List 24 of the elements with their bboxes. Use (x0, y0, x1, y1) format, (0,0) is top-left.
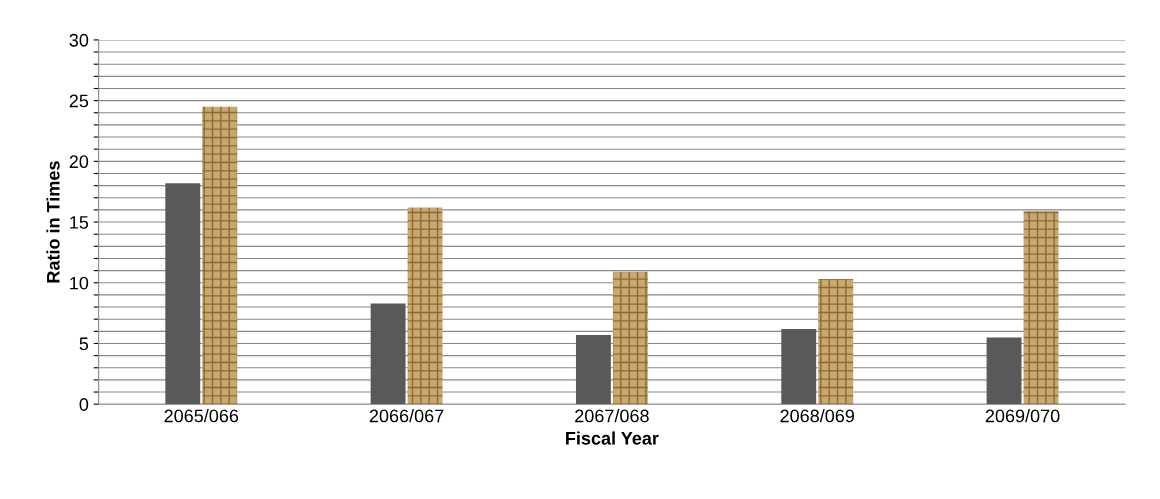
x-tick-label: 2066/067 (369, 409, 444, 423)
bar (1023, 211, 1059, 405)
bar (612, 271, 648, 405)
y-tick-label: 0 (79, 398, 89, 411)
y-tick-label: 5 (79, 337, 89, 351)
bar (370, 303, 406, 405)
bar (575, 334, 611, 405)
bar (202, 106, 238, 405)
bar (165, 183, 201, 405)
y-tick-label: 20 (69, 155, 89, 169)
x-tick-label: 2067/068 (575, 409, 649, 423)
y-tick-label: 25 (69, 94, 89, 108)
bar (986, 337, 1022, 405)
bar (818, 279, 854, 405)
y-tick-label: 10 (70, 276, 89, 290)
x-tick-label: 2068/069 (780, 409, 855, 423)
bar (407, 207, 443, 405)
bar (781, 328, 817, 405)
y-tick-label: 30 (69, 33, 89, 47)
y-tick-label: 15 (70, 216, 89, 229)
x-tick-label: 2065/066 (164, 409, 239, 423)
x-tick-label: 2069/070 (985, 409, 1060, 423)
y-axis-title: Ratio in Times (46, 161, 60, 283)
x-axis-title: Fiscal Year (566, 431, 659, 445)
